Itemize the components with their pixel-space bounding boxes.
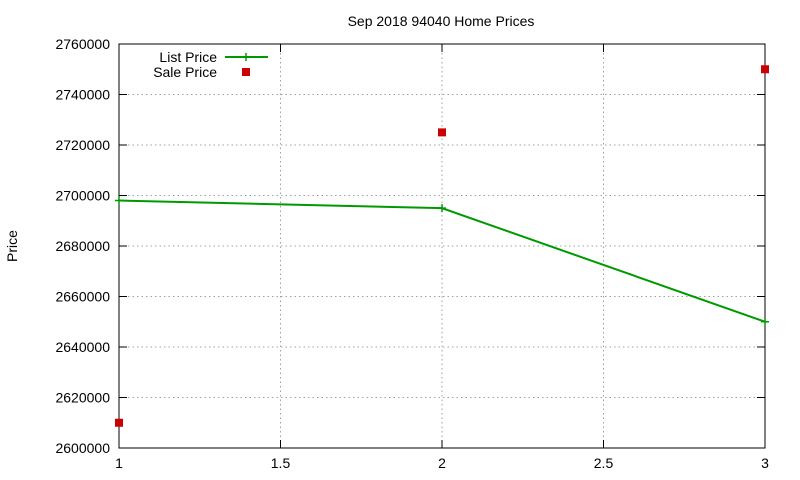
x-tick-label: 1 (115, 455, 123, 471)
y-tick-label: 2620000 (55, 390, 110, 406)
x-tick-label: 2.5 (594, 455, 614, 471)
legend-swatch-point (242, 53, 250, 61)
y-tick-label: 2760000 (55, 36, 110, 52)
data-point (115, 418, 123, 427)
data-point (115, 196, 123, 205)
y-axis-label: Price (4, 230, 20, 262)
y-tick-label: 2700000 (55, 188, 110, 204)
legend-label: List Price (159, 49, 217, 65)
x-tick-label: 1.5 (271, 455, 291, 471)
y-tick-label: 2680000 (55, 238, 110, 254)
y-tick-label: 2740000 (55, 87, 110, 103)
data-point (438, 128, 446, 137)
data-point (761, 65, 769, 74)
x-tick-label: 2 (438, 455, 446, 471)
x-tick-label: 3 (761, 455, 769, 471)
legend-swatch-point (242, 68, 250, 76)
y-tick-label: 2640000 (55, 339, 110, 355)
data-point (438, 204, 446, 213)
data-point (761, 317, 769, 326)
y-tick-label: 2660000 (55, 289, 110, 305)
y-tick-label: 2600000 (55, 440, 110, 456)
legend-label: Sale Price (153, 64, 217, 80)
data-marks (115, 65, 769, 427)
y-tick-label: 2720000 (55, 137, 110, 153)
chart-title: Sep 2018 94040 Home Prices (348, 13, 535, 29)
axis-ticks: 2600000 2620000 2640000 2660000 2680000 27000… (55, 36, 769, 471)
